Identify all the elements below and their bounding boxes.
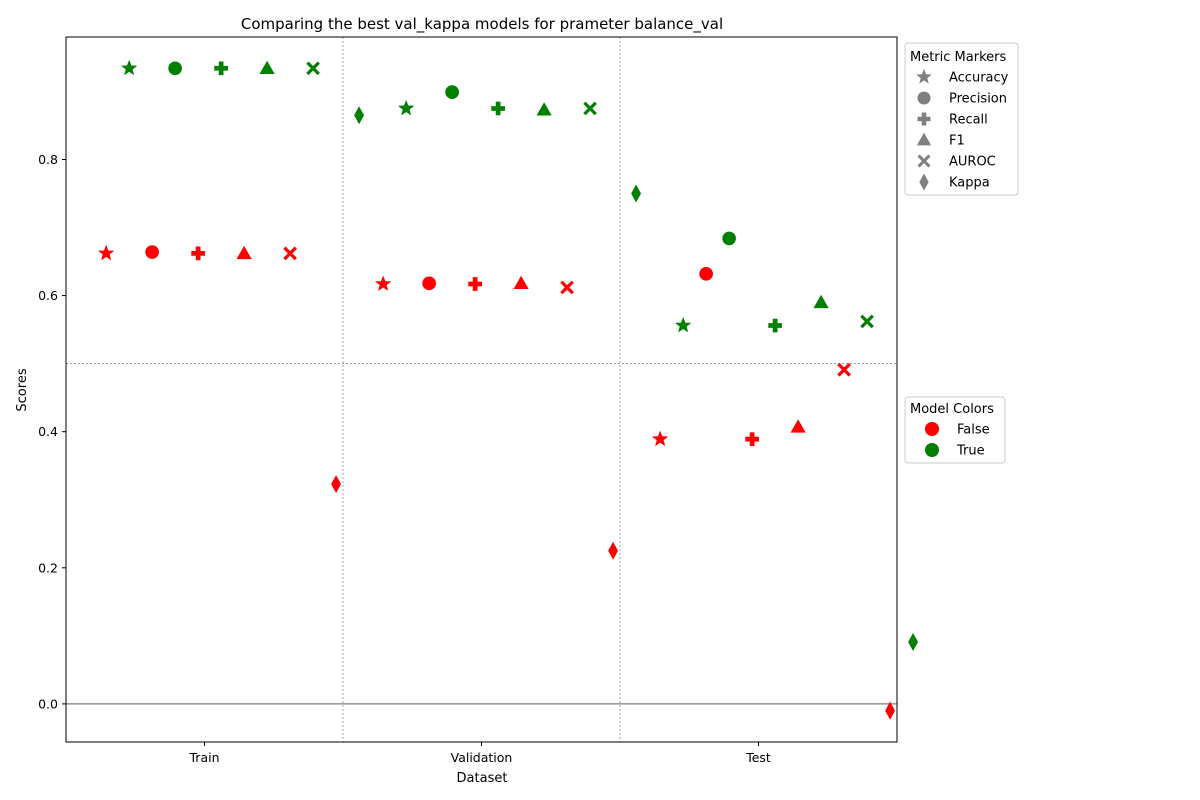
axes: 0.0 0.2 0.4 0.6 0.8 Train Validation Test bbox=[38, 36, 898, 765]
point-test-auroc-false bbox=[837, 362, 851, 377]
point-validation-auroc-true bbox=[583, 101, 597, 116]
legend-metric-markers: Metric Markers Accuracy Precision Recall F1 A… bbox=[904, 42, 1019, 196]
point-validation-auroc-false bbox=[560, 280, 574, 295]
legend-model-colors-title: Model Colors bbox=[910, 402, 994, 417]
point-test-accuracy-false bbox=[652, 430, 669, 447]
y-tick-label: 0.8 bbox=[38, 152, 58, 167]
point-test-kappa-false bbox=[885, 701, 896, 720]
legend-accuracy-marker bbox=[916, 68, 932, 84]
chart-title: Comparing the best val_kappa models for … bbox=[241, 15, 723, 34]
point-validation-kappa-true bbox=[631, 184, 642, 203]
point-test-f1-true bbox=[813, 294, 829, 309]
point-validation-accuracy-true bbox=[398, 99, 415, 116]
point-validation-f1-true bbox=[536, 102, 552, 116]
legend-false-label: False bbox=[957, 423, 990, 438]
point-test-kappa-true bbox=[908, 632, 919, 651]
x-tick-label: Validation bbox=[451, 750, 513, 765]
point-validation-recall-true bbox=[491, 101, 505, 116]
point-train-auroc-true bbox=[306, 61, 320, 76]
y-tick-label: 0.2 bbox=[38, 560, 58, 575]
legend-metric-markers-box bbox=[904, 42, 1019, 196]
legend-kappa-marker bbox=[919, 173, 929, 191]
legend-model-colors: Model Colors False True bbox=[904, 396, 1006, 464]
point-train-recall-false bbox=[191, 246, 205, 261]
plot-background bbox=[66, 37, 897, 742]
point-train-precision-true bbox=[168, 61, 182, 76]
legend-true-label: True bbox=[956, 444, 985, 459]
grid-lines bbox=[66, 37, 897, 742]
point-train-f1-true bbox=[259, 60, 275, 75]
y-axis-label: Scores bbox=[15, 368, 30, 411]
legend-f1-label: F1 bbox=[949, 134, 965, 149]
y-tick-label: 0.4 bbox=[38, 424, 58, 439]
legend-true-swatch bbox=[925, 443, 939, 457]
legend-kappa-label: Kappa bbox=[949, 176, 990, 191]
point-validation-recall-false bbox=[468, 277, 482, 291]
point-validation-f1-false bbox=[513, 275, 529, 290]
point-test-auroc-true bbox=[860, 314, 874, 329]
x-tick-label: Train bbox=[189, 750, 220, 765]
legend-f1-marker bbox=[916, 132, 932, 146]
point-train-accuracy-true bbox=[121, 59, 138, 76]
point-train-auroc-false bbox=[283, 246, 297, 261]
point-validation-kappa-false bbox=[608, 541, 619, 560]
legend-recall-marker bbox=[917, 112, 931, 126]
legend-metric-markers-title: Metric Markers bbox=[910, 50, 1006, 65]
y-tick-label: 0.6 bbox=[38, 288, 58, 303]
point-train-recall-true bbox=[214, 61, 228, 76]
point-test-accuracy-true bbox=[675, 317, 692, 333]
legend-false-swatch bbox=[925, 422, 939, 436]
point-train-kappa-false bbox=[331, 475, 342, 494]
point-train-f1-false bbox=[236, 245, 252, 260]
point-validation-accuracy-false bbox=[375, 275, 392, 291]
point-train-precision-false bbox=[145, 245, 159, 259]
point-test-precision-false bbox=[699, 266, 713, 281]
x-tick-label: Test bbox=[745, 750, 771, 765]
point-test-f1-false bbox=[790, 419, 806, 433]
plot-area bbox=[66, 37, 897, 742]
point-train-accuracy-false bbox=[98, 244, 115, 261]
point-validation-precision-true bbox=[445, 85, 459, 99]
point-train-kappa-true bbox=[354, 106, 365, 125]
legend-auroc-label: AUROC bbox=[949, 155, 996, 170]
point-test-recall-false bbox=[745, 432, 759, 447]
point-test-recall-true bbox=[768, 318, 782, 333]
point-test-precision-true bbox=[722, 231, 736, 246]
y-tick-label: 0.0 bbox=[38, 696, 58, 711]
legend-recall-label: Recall bbox=[949, 113, 988, 128]
legend-precision-label: Precision bbox=[949, 92, 1007, 107]
legend-auroc-marker bbox=[917, 154, 931, 168]
x-axis-label: Dataset bbox=[457, 771, 508, 786]
legend-accuracy-label: Accuracy bbox=[949, 71, 1009, 86]
legend-precision-marker bbox=[917, 91, 931, 105]
point-validation-precision-false bbox=[422, 276, 436, 291]
data-points bbox=[98, 59, 919, 720]
